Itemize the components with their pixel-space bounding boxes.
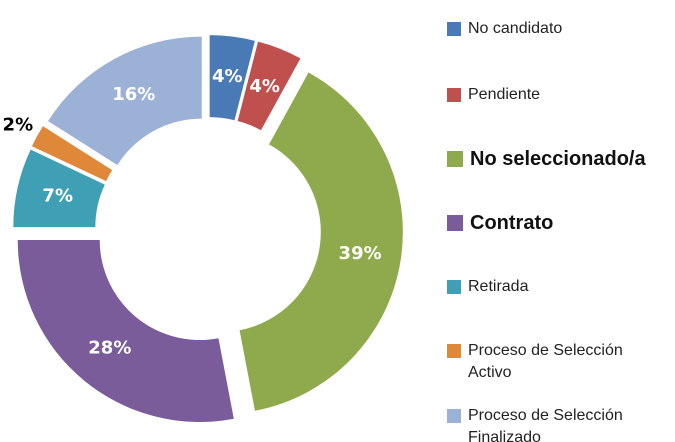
- legend-item: Retirada: [447, 276, 668, 298]
- legend-label: No seleccionado/a: [470, 148, 646, 170]
- data-label: 16%: [112, 84, 155, 105]
- donut-segment: [48, 36, 202, 166]
- data-label: 2%: [3, 114, 34, 135]
- legend-item: Pendiente: [447, 84, 668, 106]
- donut-segment: [17, 240, 234, 423]
- data-label: 4%: [212, 66, 243, 87]
- legend-swatch: [447, 151, 463, 167]
- legend-label: No candidato: [468, 20, 563, 37]
- donut-segment: [209, 35, 255, 121]
- legend-item: No candidato: [447, 18, 668, 40]
- legend-swatch: [447, 344, 461, 358]
- donut-segment: [237, 41, 301, 131]
- legend-label: Pendiente: [468, 86, 541, 103]
- legend-swatch: [447, 88, 461, 102]
- donut-plot: 4% 4% 39% 28% 7% 2% 16%: [3, 35, 403, 423]
- legend-item: No seleccionado/a: [447, 146, 670, 172]
- legend-label: Retirada: [468, 278, 529, 295]
- legend-item: Contrato: [447, 210, 670, 236]
- legend-item: Proceso de Selección Activo: [447, 340, 668, 384]
- donut-segment: [239, 72, 403, 411]
- data-label: 28%: [88, 338, 131, 359]
- legend-label: Proceso de Selección Activo: [468, 342, 623, 381]
- legend-swatch: [447, 22, 461, 36]
- legend-swatch: [447, 280, 461, 294]
- donut-segment: [13, 149, 105, 228]
- legend-swatch: [447, 409, 461, 423]
- legend-label: Contrato: [470, 212, 554, 234]
- legend-swatch: [447, 215, 463, 231]
- data-label: 4%: [249, 76, 280, 97]
- legend-item: Proceso de Selección Finalizado: [447, 405, 668, 442]
- data-label: 39%: [339, 243, 382, 264]
- legend-label: Proceso de Selección Finalizado: [468, 407, 623, 442]
- data-label: 7%: [42, 185, 73, 206]
- donut-segment: [31, 126, 113, 182]
